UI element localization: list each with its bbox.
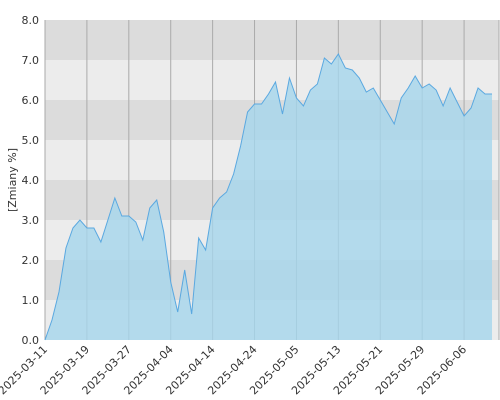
line <box>44 53 493 341</box>
y-tick-label: 5.0 <box>22 134 40 147</box>
area-fill <box>45 54 493 340</box>
grid-band <box>45 20 499 60</box>
y-tick-label: 3.0 <box>22 214 40 227</box>
y-tick-label: 4.0 <box>22 174 40 187</box>
y-tick-label: 1.0 <box>22 294 40 307</box>
y-tick-label: 6.0 <box>22 94 40 107</box>
y-tick-label: 8.0 <box>22 14 40 27</box>
y-axis-label: [Zmiany %] <box>6 148 19 212</box>
y-tick-label: 0.0 <box>22 334 40 347</box>
y-tick-label: 7.0 <box>22 54 40 67</box>
y-tick-label: 2.0 <box>22 254 40 267</box>
